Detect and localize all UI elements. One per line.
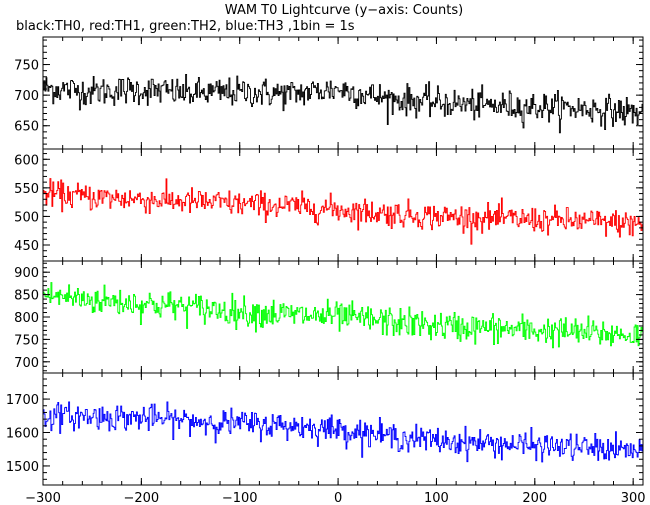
y-tick-label: 700	[14, 89, 39, 104]
series-line-th1	[43, 178, 643, 245]
x-axis: −300 −200 −100 0 100 200 300	[25, 491, 645, 505]
x-tick-label: −100	[222, 491, 258, 505]
x-tick-label: −200	[124, 491, 160, 505]
x-tick-label: 200	[522, 491, 547, 505]
chart-title: WAM T0 Lightcurve (y−axis: Counts)	[225, 3, 463, 18]
y-tick-label: 900	[14, 266, 39, 281]
x-tick-label: 100	[424, 491, 449, 505]
y-tick-label: 600	[14, 153, 39, 168]
panel-th3: 1500 1600 1700	[6, 372, 644, 486]
series-line-th3	[43, 401, 643, 463]
series-line-th0	[43, 73, 643, 134]
x-tick-label: 0	[334, 491, 342, 505]
panel-frame	[42, 260, 644, 374]
panel-th1: 450 500 550 600	[14, 148, 644, 262]
y-tick-label: 750	[14, 333, 39, 348]
chart-subtitle: black:TH0, red:TH1, green:TH2, blue:TH3 …	[16, 19, 355, 34]
y-tick-label: 500	[14, 210, 39, 225]
y-tick-label: 1500	[6, 460, 39, 475]
x-tick-label: 300	[621, 491, 646, 505]
panels: 650 700 750 450 500 550 600 700 750 800 850 900 1500…	[6, 36, 644, 486]
panel-frame	[42, 148, 644, 262]
panel-th0: 650 700 750	[14, 36, 644, 150]
y-tick-label: 800	[14, 311, 39, 326]
y-tick-label: 650	[14, 120, 39, 135]
y-tick-label: 700	[14, 356, 39, 371]
panel-frame	[42, 372, 644, 486]
y-tick-label: 1700	[6, 393, 39, 408]
y-tick-label: 1600	[6, 427, 39, 442]
y-tick-label: 450	[14, 239, 39, 254]
x-tick-label: −300	[25, 491, 61, 505]
series-line-th2	[43, 282, 643, 349]
panel-th2: 700 750 800 850 900	[14, 260, 644, 374]
y-tick-label: 850	[14, 289, 39, 304]
y-tick-label: 750	[14, 59, 39, 74]
y-tick-label: 550	[14, 182, 39, 197]
